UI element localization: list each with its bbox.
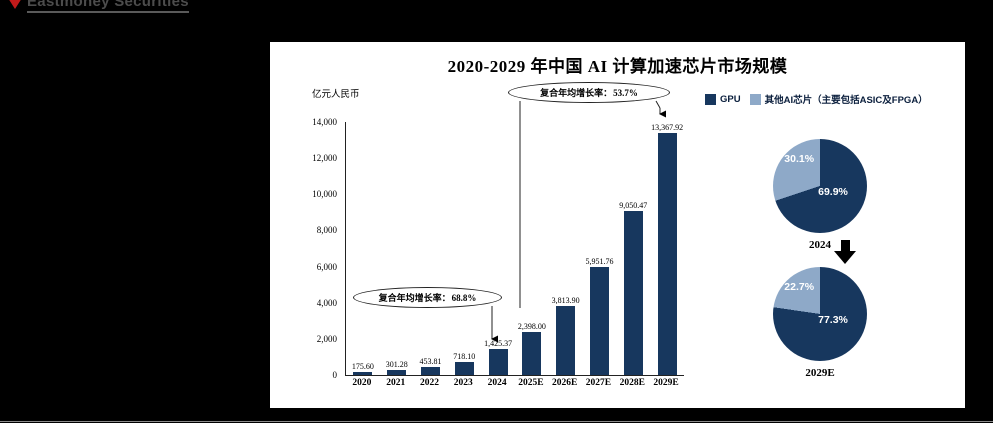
- logo-arrow-icon: [8, 0, 22, 9]
- chart-legend: GPU 其他AI芯片（主要包括ASIC及FPGA）: [705, 92, 928, 106]
- y-tick-label: 0: [332, 370, 338, 380]
- bar: [387, 369, 407, 375]
- x-axis-labels: 2020 2021 2022 2023 2024 2025E 2026E 2027E 2028E…: [345, 378, 683, 388]
- y-tick-label: 6,000: [316, 261, 337, 272]
- x-axis-label: 2022: [419, 378, 439, 388]
- y-tick-label: 8,000: [316, 225, 337, 236]
- bar: [556, 306, 576, 375]
- bar: [522, 331, 542, 375]
- x-axis-label: 2029E: [653, 378, 679, 388]
- y-tick-label: 2,000: [316, 333, 337, 344]
- x-axis-label: 2025E: [518, 378, 544, 388]
- x-axis-label: 2027E: [585, 378, 612, 388]
- bar-slot: 301.28: [380, 122, 414, 375]
- bar: [488, 349, 508, 375]
- legend-swatch: [705, 93, 716, 105]
- bar: [420, 366, 440, 375]
- x-axis-label: 2023: [453, 378, 473, 388]
- x-axis-label: 2028E: [619, 378, 645, 388]
- bar-slot: 3,813.90: [549, 122, 583, 375]
- chart-panel: 2020-2029 年中国 AI 计算加速芯片市场规模 亿元人民币 14,000…: [270, 42, 965, 408]
- bar: [589, 267, 609, 375]
- pie-chart: 30.1% 69.9%: [773, 139, 867, 233]
- cagr-annotation-prefix: 复合年均增长率：: [378, 293, 451, 303]
- bar-slot: 2,398.00: [515, 122, 549, 375]
- bar-value-label: 453.81: [419, 356, 442, 366]
- down-arrow-head: [834, 251, 856, 264]
- bar: [454, 362, 474, 375]
- bar-value-label: 2,398.00: [517, 321, 546, 331]
- bar-slot: 9,050.47: [616, 122, 650, 375]
- pie-light-slice-label: 22.7%: [784, 281, 815, 294]
- y-tick-label: 10,000: [312, 189, 337, 200]
- bar: [657, 133, 677, 375]
- bar-value-label: 5,951.76: [585, 257, 614, 267]
- bar-slot: 13,367.92: [650, 122, 684, 375]
- bottom-divider: [0, 421, 993, 422]
- cagr-annotation-value: 68.8%: [451, 292, 477, 303]
- pie-chart: 22.7% 77.3%: [773, 267, 867, 361]
- bar-chart-plot-area: 175.60 301.28 453.81 718.10 1,425.37 2,398.00…: [345, 122, 684, 376]
- bar-value-label: 3,813.90: [551, 296, 580, 306]
- pie-block: 30.1% 69.9% 2024: [773, 139, 867, 251]
- cagr-annotation-2024-2029: 复合年均增长率： 53.7%: [508, 82, 670, 103]
- bar-slot: 453.81: [414, 122, 448, 375]
- bar-slot: 1,425.37: [481, 122, 515, 375]
- y-axis-tick-labels: 14,000 12,000 10,000 8,000 6,000 4,000 2,000 0: [270, 42, 340, 408]
- bar: [623, 211, 643, 375]
- pie-caption: 2029E: [805, 367, 835, 379]
- x-axis-label: 2024: [487, 378, 507, 388]
- bar-value-label: 13,367.92: [651, 123, 684, 133]
- y-axis-unit-label: 亿元人民币: [312, 89, 360, 100]
- legend-swatch: [749, 93, 761, 105]
- legend-item: GPU: [705, 93, 741, 105]
- bar-slot: 175.60: [346, 122, 380, 375]
- down-arrow-icon: [834, 240, 856, 264]
- y-tick-label: 12,000: [312, 153, 337, 164]
- bar-value-label: 1,425.37: [484, 339, 513, 349]
- down-arrow-shaft: [840, 240, 850, 251]
- x-axis-label: 2026E: [552, 378, 578, 388]
- pie-dark-slice-label: 69.9%: [818, 186, 848, 198]
- pie-dark-slice-label: 77.3%: [818, 314, 848, 326]
- y-tick-label: 14,000: [312, 117, 337, 127]
- bar: [353, 371, 373, 375]
- y-tick-label: 4,000: [316, 297, 337, 308]
- chart-title: 2020-2029 年中国 AI 计算加速芯片市场规模: [447, 57, 788, 76]
- cagr-annotation-2020-2024: 复合年均增长率： 68.8%: [353, 287, 502, 308]
- bar-slot: 5,951.76: [583, 122, 617, 375]
- x-axis-label: 2021: [386, 378, 406, 388]
- legend-item: 其他AI芯片（主要包括ASIC及FPGA）: [749, 92, 928, 106]
- eastmoney-logo: Eastmoney Securities: [8, 0, 189, 13]
- logo-text: Eastmoney Securities: [27, 0, 189, 13]
- bar-value-label: 9,050.47: [619, 201, 648, 211]
- legend-label: 其他AI芯片（主要包括ASIC及FPGA）: [764, 95, 928, 106]
- cagr-annotation-value: 53.7%: [613, 87, 638, 98]
- cagr-annotation-prefix: 复合年均增长率：: [540, 88, 613, 98]
- bar-value-label: 175.60: [351, 361, 374, 371]
- pie-light-slice-label: 30.1%: [784, 153, 815, 166]
- legend-label: GPU: [720, 93, 741, 105]
- bar-value-label: 301.28: [385, 359, 408, 369]
- x-axis-label: 2020: [352, 378, 372, 388]
- bar-slot: 718.10: [447, 122, 481, 375]
- pie-block: 22.7% 77.3% 2029E: [773, 267, 867, 379]
- bar-value-label: 718.10: [453, 352, 476, 361]
